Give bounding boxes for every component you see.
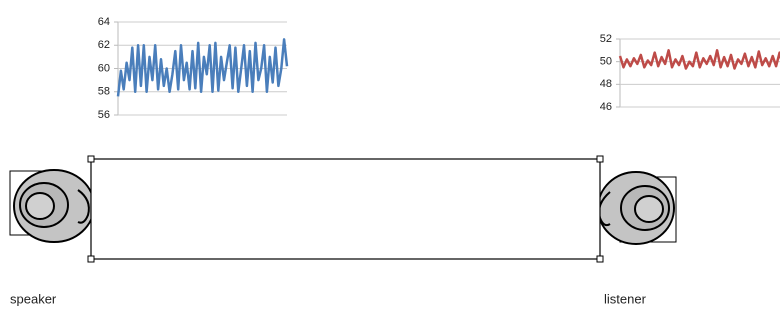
y-tick-label: 52 bbox=[600, 33, 612, 45]
y-tick-label: 50 bbox=[600, 56, 612, 68]
listener-label: listener bbox=[604, 291, 647, 306]
y-tick-label: 48 bbox=[600, 78, 612, 90]
speaker-figure bbox=[10, 170, 94, 242]
y-tick-label: 56 bbox=[98, 109, 110, 121]
y-tick-label: 46 bbox=[600, 101, 612, 113]
speaker-label: speaker bbox=[10, 291, 57, 306]
data-line bbox=[118, 39, 287, 96]
y-tick-label: 64 bbox=[98, 16, 110, 28]
y-tick-label: 58 bbox=[98, 86, 110, 98]
diagram: speaker listener 56 58 60 62 64 46 48 50 52 bbox=[0, 0, 780, 309]
channel-box bbox=[88, 156, 603, 262]
page: speaker listener 565860626446485052 (() … bbox=[0, 0, 780, 309]
listener-figure bbox=[598, 172, 676, 244]
y-tick-label: 60 bbox=[98, 62, 110, 74]
y-tick-label: 62 bbox=[98, 39, 110, 51]
data-line bbox=[620, 50, 780, 68]
